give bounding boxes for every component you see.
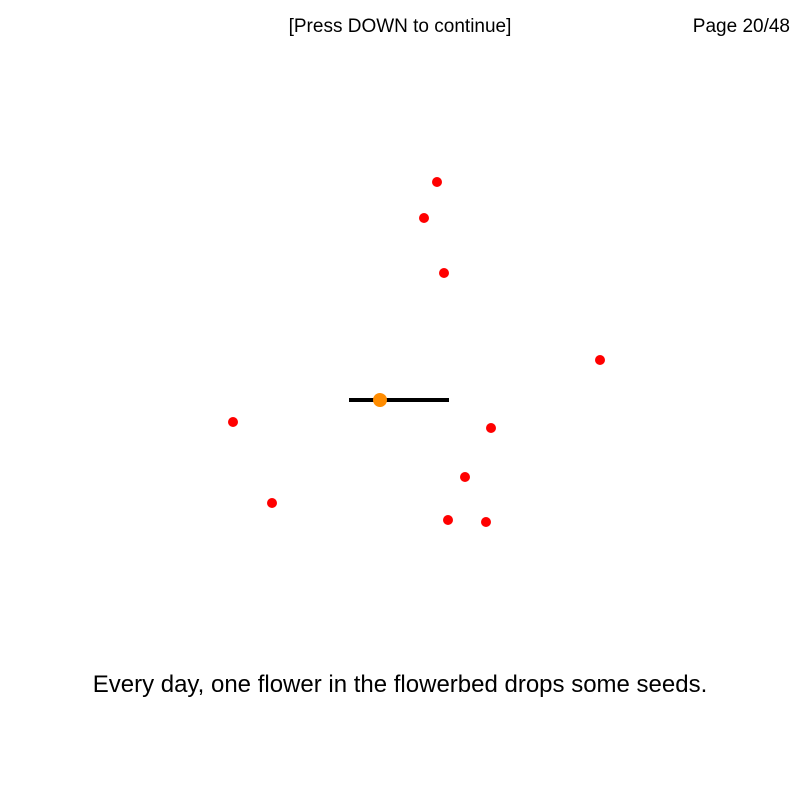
seed bbox=[228, 417, 238, 427]
story-caption: Every day, one flower in the flowerbed d… bbox=[92, 671, 708, 698]
seed bbox=[486, 423, 496, 433]
seeds bbox=[228, 177, 605, 527]
page-counter: Page 20/48 bbox=[692, 16, 790, 37]
seed bbox=[267, 498, 277, 508]
seed bbox=[432, 177, 442, 187]
seed bbox=[481, 517, 491, 527]
seed bbox=[443, 515, 453, 525]
seed bbox=[460, 472, 470, 482]
flower bbox=[373, 393, 387, 407]
seed bbox=[419, 213, 429, 223]
seed bbox=[595, 355, 605, 365]
seed bbox=[439, 268, 449, 278]
press-down-hint: [Press DOWN to continue] bbox=[288, 16, 512, 37]
